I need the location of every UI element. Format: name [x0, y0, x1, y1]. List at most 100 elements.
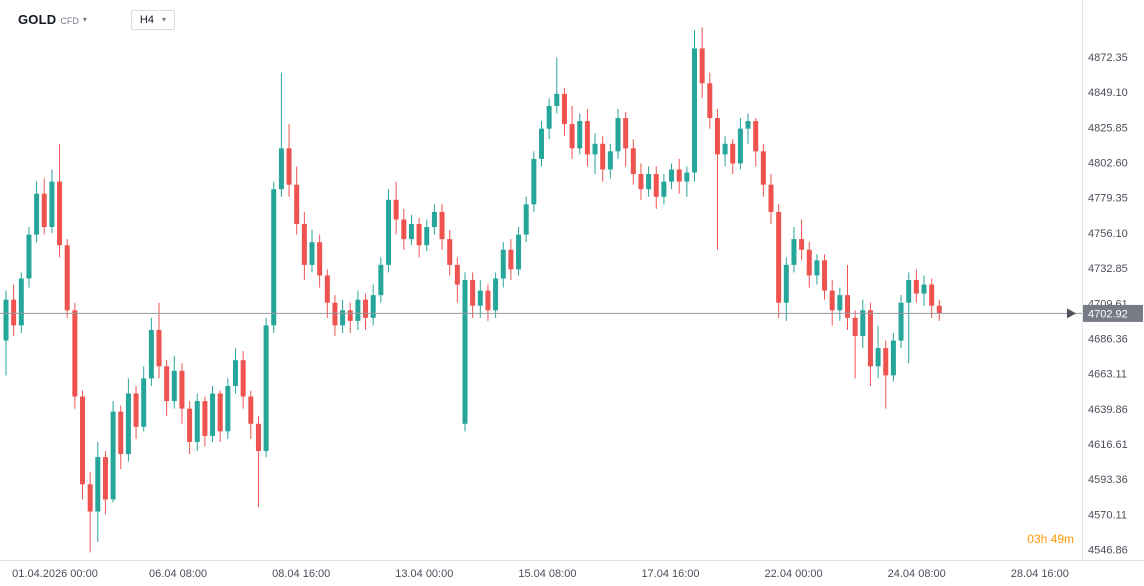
candle[interactable] — [898, 302, 904, 341]
candle[interactable] — [661, 181, 667, 197]
candle[interactable] — [867, 310, 873, 367]
candle[interactable] — [18, 278, 24, 326]
candle[interactable] — [393, 199, 399, 220]
candle[interactable] — [34, 193, 40, 235]
candle[interactable] — [653, 174, 659, 197]
candle[interactable] — [340, 310, 346, 326]
candle[interactable] — [516, 234, 522, 270]
candle[interactable] — [760, 151, 766, 185]
time-axis[interactable]: 01.04.2026 00:00 06.04 08:00 08.04 16:00 13… — [12, 568, 1069, 580]
candle[interactable] — [523, 204, 529, 235]
candle[interactable] — [699, 48, 705, 84]
candle[interactable] — [860, 310, 866, 336]
candle[interactable] — [309, 242, 315, 265]
candle[interactable] — [210, 393, 216, 436]
candle[interactable] — [707, 83, 713, 119]
candle[interactable] — [776, 211, 782, 303]
candle[interactable] — [271, 189, 277, 326]
candle[interactable] — [41, 193, 47, 228]
candle[interactable] — [278, 148, 284, 190]
candle[interactable] — [64, 245, 70, 311]
candle[interactable] — [592, 143, 598, 155]
candle[interactable] — [95, 457, 101, 512]
candle[interactable] — [630, 148, 636, 175]
candle[interactable] — [692, 48, 697, 173]
candle[interactable] — [408, 224, 414, 240]
candle[interactable] — [531, 158, 537, 205]
candle[interactable] — [883, 348, 889, 376]
candle[interactable] — [600, 143, 606, 170]
candle[interactable] — [141, 378, 147, 427]
candle[interactable] — [722, 143, 728, 155]
candle[interactable] — [164, 366, 170, 402]
candle[interactable] — [217, 393, 223, 432]
candle[interactable] — [286, 148, 292, 185]
candle[interactable] — [837, 295, 843, 311]
candle[interactable] — [386, 199, 391, 265]
price-axis[interactable]: 4872.35 4849.10 4825.85 4802.60 4779.35 4756.… — [1088, 52, 1128, 557]
candle[interactable] — [202, 401, 208, 436]
candle[interactable] — [156, 329, 162, 367]
candle[interactable] — [554, 93, 560, 106]
candle[interactable] — [401, 219, 407, 240]
candle[interactable] — [11, 299, 17, 326]
candle[interactable] — [584, 121, 590, 155]
candle[interactable] — [439, 211, 445, 240]
candle[interactable] — [317, 242, 323, 276]
candle[interactable] — [148, 329, 154, 379]
candle[interactable] — [737, 128, 743, 164]
candle[interactable] — [477, 290, 483, 306]
candle[interactable] — [80, 396, 85, 485]
candle[interactable] — [714, 118, 720, 155]
candle[interactable] — [875, 348, 881, 367]
candle[interactable] — [194, 401, 200, 442]
candle[interactable] — [669, 169, 675, 182]
candle[interactable] — [462, 280, 468, 424]
candle[interactable] — [623, 118, 629, 149]
candle[interactable] — [814, 260, 820, 276]
candle[interactable] — [569, 124, 575, 149]
candle[interactable] — [890, 340, 896, 376]
candle[interactable] — [906, 280, 912, 303]
candle[interactable] — [852, 317, 858, 336]
candle[interactable] — [607, 151, 613, 170]
candle[interactable] — [240, 360, 246, 397]
candle[interactable] — [783, 264, 789, 303]
candle[interactable] — [684, 172, 690, 182]
timeframe-selector[interactable]: H4 ▾ — [130, 9, 175, 30]
candle[interactable] — [301, 224, 307, 265]
candle[interactable] — [791, 239, 797, 265]
candle[interactable] — [179, 370, 185, 409]
candle[interactable] — [347, 310, 353, 321]
candle[interactable] — [676, 169, 682, 182]
candle[interactable] — [745, 121, 751, 129]
candle[interactable] — [615, 118, 621, 152]
candle[interactable] — [929, 284, 935, 306]
candle[interactable] — [171, 370, 177, 402]
candle[interactable] — [370, 295, 376, 318]
candle[interactable] — [806, 249, 812, 276]
candle[interactable] — [187, 408, 193, 442]
candle[interactable] — [822, 260, 828, 291]
candle[interactable] — [646, 174, 652, 190]
candle[interactable] — [118, 411, 124, 455]
candle[interactable] — [355, 299, 361, 321]
candle[interactable] — [454, 264, 460, 285]
candle[interactable] — [363, 299, 369, 318]
candle[interactable] — [845, 295, 850, 318]
candle[interactable] — [539, 128, 544, 159]
candle[interactable] — [87, 484, 93, 512]
candle[interactable] — [638, 174, 644, 190]
candle[interactable] — [57, 181, 63, 246]
candle[interactable] — [248, 396, 254, 424]
candle[interactable] — [577, 121, 583, 149]
symbol-selector[interactable]: GOLD CFD ▾ — [16, 8, 89, 31]
candle[interactable] — [72, 310, 78, 397]
candle[interactable] — [424, 227, 430, 246]
candle[interactable] — [125, 393, 131, 455]
candle[interactable] — [561, 93, 567, 125]
candle[interactable] — [416, 224, 422, 246]
candle[interactable] — [49, 181, 55, 228]
candle[interactable] — [255, 423, 261, 452]
